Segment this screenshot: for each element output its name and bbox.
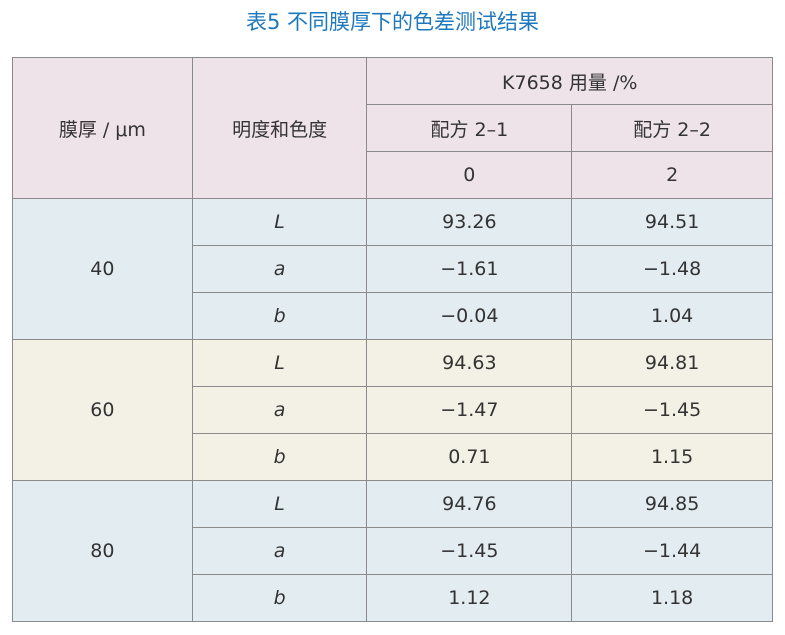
value-cell: −0.04	[366, 292, 573, 340]
header-cell: 配方 2–1	[366, 104, 573, 152]
header-cell: 配方 2–2	[571, 104, 773, 152]
table-row: 60 L 94.63 94.81	[12, 339, 773, 481]
header-cell: 2	[571, 151, 773, 199]
thickness-cell: 40	[12, 198, 193, 340]
value-cell: 93.26	[366, 198, 573, 246]
color-param-cell: b	[191, 574, 368, 622]
color-param-cell: L	[191, 198, 368, 246]
table-title: 表5 不同膜厚下的色差测试结果	[245, 10, 540, 34]
header-cell: 明度和色度	[191, 57, 368, 199]
table-row: 80 L 94.76 94.85	[12, 480, 773, 622]
value-cell: −1.45	[366, 527, 573, 575]
value-cell: 1.15	[571, 433, 773, 481]
value-cell: 94.81	[571, 339, 773, 387]
color-param-cell: a	[191, 527, 368, 575]
value-cell: 1.18	[571, 574, 773, 622]
color-param-cell: b	[191, 292, 368, 340]
value-cell: −1.61	[366, 245, 573, 293]
header-cell: 膜厚 / μm	[12, 57, 193, 199]
color-param-cell: L	[191, 339, 368, 387]
value-cell: −1.48	[571, 245, 773, 293]
table-row: a −1.47 −1.45	[13, 386, 773, 434]
value-cell: −1.45	[571, 386, 773, 434]
table-row: b −0.04 1.04	[13, 292, 773, 340]
value-cell: 1.04	[571, 292, 773, 340]
color-param-cell: a	[191, 386, 368, 434]
value-cell: 0.71	[366, 433, 573, 481]
color-param-cell: L	[191, 480, 368, 528]
value-cell: 94.76	[366, 480, 573, 528]
table-row: b 1.12 1.18	[13, 574, 773, 622]
color-param-cell: a	[191, 245, 368, 293]
table-row: b 0.71 1.15	[13, 433, 773, 481]
thickness-cell: 80	[12, 480, 193, 622]
value-cell: 94.51	[571, 198, 773, 246]
value-cell: 94.63	[366, 339, 573, 387]
value-cell: −1.44	[571, 527, 773, 575]
value-cell: 94.85	[571, 480, 773, 528]
value-cell: −1.47	[366, 386, 573, 434]
table-row: a −1.61 −1.48	[13, 245, 773, 293]
thickness-cell: 60	[12, 339, 193, 481]
value-cell: 1.12	[366, 574, 573, 622]
table: 膜厚 / μm 明度和色度 K7658 用量 /% 配方 2–1 配方 2–2 …	[12, 57, 773, 622]
header-cell: K7658 用量 /%	[366, 57, 773, 105]
color-param-cell: b	[191, 433, 368, 481]
header-cell: 0	[366, 151, 573, 199]
table-row: 40 L 93.26 94.51	[12, 198, 773, 340]
table-row: a −1.45 −1.44	[13, 527, 773, 575]
